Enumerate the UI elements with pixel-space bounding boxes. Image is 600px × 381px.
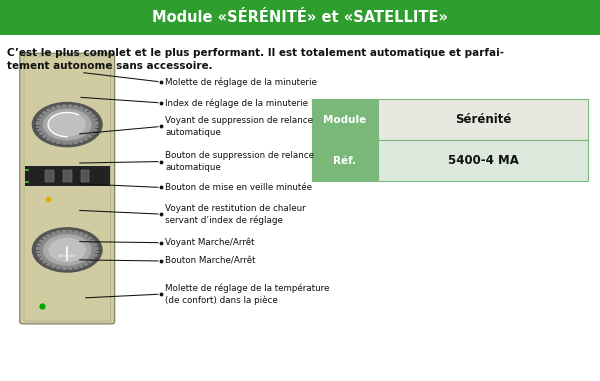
Bar — [312, 140, 378, 181]
Text: Bouton de suppression de relance
automatique: Bouton de suppression de relance automat… — [165, 151, 314, 172]
Bar — [63, 170, 71, 182]
Bar — [378, 140, 588, 181]
Text: Voyant de suppression de relance
automatique: Voyant de suppression de relance automat… — [165, 116, 313, 137]
Circle shape — [32, 228, 102, 272]
Text: Bouton Marche/Arrêt: Bouton Marche/Arrêt — [165, 256, 256, 266]
Text: Voyant Marche/Arrêt: Voyant Marche/Arrêt — [165, 238, 254, 247]
Text: Index de réglage de la minuterie: Index de réglage de la minuterie — [165, 98, 308, 107]
Text: Module «SÉRÉNITÉ» et «SATELLITE»: Module «SÉRÉNITÉ» et «SATELLITE» — [152, 10, 448, 25]
Circle shape — [44, 235, 91, 265]
Circle shape — [49, 113, 85, 136]
Bar — [25, 181, 29, 183]
Bar — [80, 170, 89, 182]
Circle shape — [37, 231, 98, 269]
Text: Module: Module — [323, 115, 367, 125]
Text: Bouton de mise en veille minutée: Bouton de mise en veille minutée — [165, 183, 312, 192]
Circle shape — [49, 239, 85, 261]
Text: 5400-4 MA: 5400-4 MA — [448, 154, 518, 167]
Circle shape — [44, 110, 91, 139]
Bar — [25, 169, 29, 171]
Text: Voyant de restitution de chaleur
servant d’index de réglage: Voyant de restitution de chaleur servant… — [165, 203, 306, 225]
Bar — [25, 166, 110, 186]
Text: C’est le plus complet et le plus performant. Il est totalement automatique et pa: C’est le plus complet et le plus perform… — [7, 48, 504, 58]
Bar — [45, 170, 54, 182]
Bar — [312, 99, 378, 140]
Text: tement autonome sans accessoire.: tement autonome sans accessoire. — [7, 61, 213, 71]
Bar — [378, 99, 588, 140]
Bar — [0, 0, 600, 35]
Text: Sérénité: Sérénité — [455, 113, 511, 126]
Circle shape — [37, 105, 98, 144]
Text: Molette de réglage de la température
(de confort) dans la pièce: Molette de réglage de la température (de… — [165, 283, 329, 305]
Circle shape — [32, 102, 102, 147]
Text: Molette de réglage de la minuterie: Molette de réglage de la minuterie — [165, 77, 317, 86]
Text: Sérénité: Sérénité — [58, 254, 76, 258]
FancyBboxPatch shape — [20, 53, 115, 324]
Text: Réf.: Réf. — [334, 156, 356, 166]
